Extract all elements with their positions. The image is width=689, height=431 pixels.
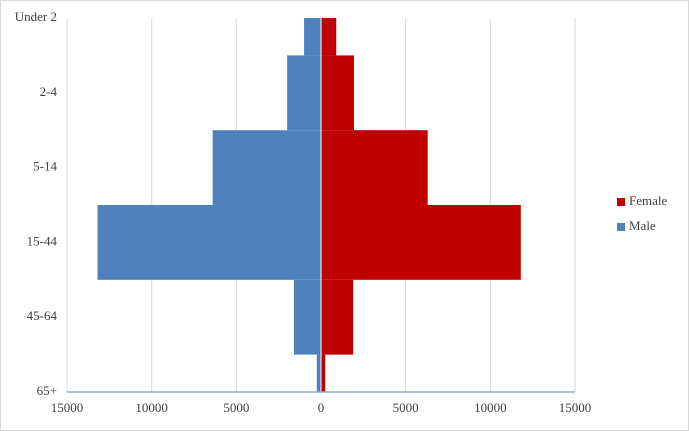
bar bbox=[321, 55, 355, 131]
x-tick-label: 0 bbox=[318, 400, 325, 415]
legend-label: Female bbox=[629, 193, 667, 208]
bar bbox=[321, 205, 521, 280]
y-tick-label: Under 2 bbox=[15, 9, 57, 24]
x-tick-label: 10000 bbox=[474, 400, 507, 415]
bar bbox=[321, 130, 428, 205]
x-tick-label: 15000 bbox=[51, 400, 84, 415]
x-tick-label: 5000 bbox=[393, 400, 419, 415]
bar bbox=[321, 18, 337, 56]
legend-label: Male bbox=[629, 218, 656, 233]
y-tick-label: 65+ bbox=[37, 383, 57, 398]
y-tick-label: 45-64 bbox=[27, 308, 58, 323]
bar bbox=[321, 354, 326, 392]
foreground: 15000 10000 5000 0 5000 10000 15000 Under 2 2-4 5… bbox=[15, 9, 668, 415]
y-tick-label: 2-4 bbox=[40, 84, 58, 99]
legend-swatch bbox=[617, 223, 625, 231]
y-tick-label: 15-44 bbox=[27, 233, 58, 248]
bar bbox=[304, 18, 321, 56]
bar bbox=[293, 279, 321, 355]
bar bbox=[316, 354, 321, 392]
bars bbox=[97, 18, 521, 392]
x-tick-label: 10000 bbox=[135, 400, 168, 415]
bar bbox=[287, 55, 321, 131]
x-tick-label: 15000 bbox=[559, 400, 592, 415]
bar bbox=[97, 205, 321, 280]
y-tick-label: 5-14 bbox=[33, 159, 57, 174]
legend-swatch bbox=[617, 198, 625, 206]
bar bbox=[321, 279, 354, 355]
x-tick-label: 5000 bbox=[223, 400, 249, 415]
bar bbox=[212, 130, 321, 205]
